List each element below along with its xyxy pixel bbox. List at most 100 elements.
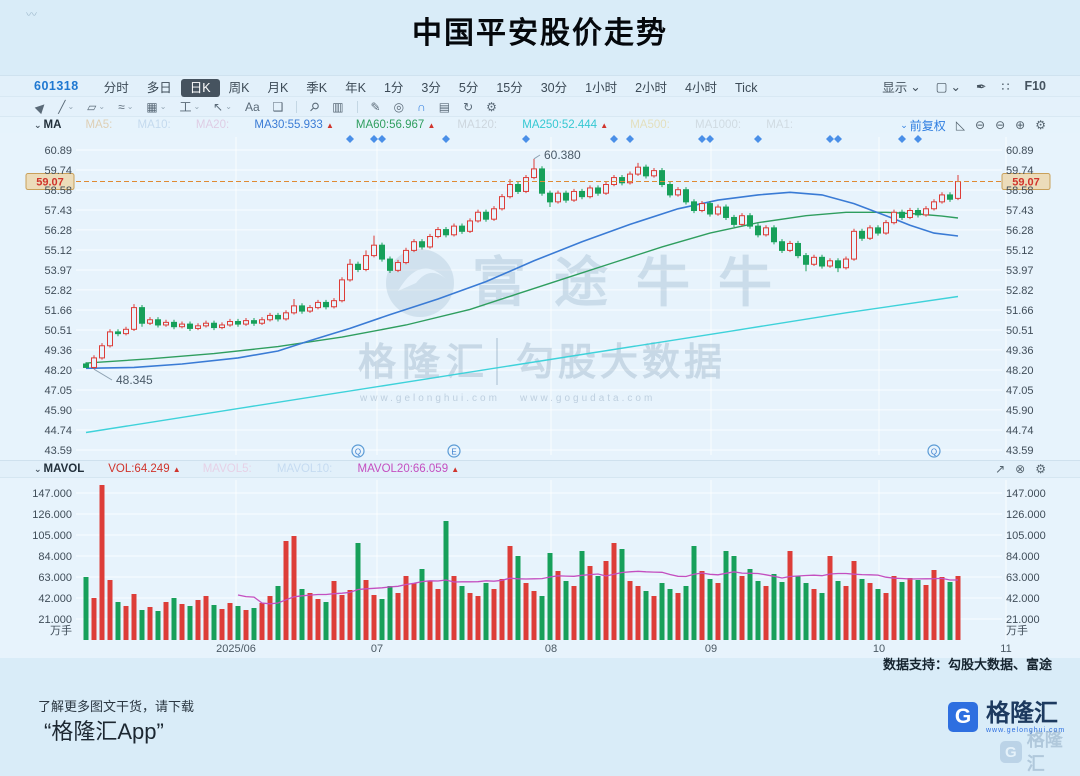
indicator-MA1000[interactable]: MA1000:: [695, 119, 745, 131]
indicator-MAVOL5[interactable]: MAVOL5:: [202, 463, 255, 475]
event-diamond-icon[interactable]: [834, 135, 842, 143]
timeframe-月K[interactable]: 月K: [267, 80, 289, 95]
text-tool-icon[interactable]: Aa: [244, 99, 260, 114]
event-diamond-icon[interactable]: [754, 135, 762, 143]
timeframe-分时[interactable]: 分时: [103, 80, 129, 95]
layout-menu[interactable]: ▢ ⌄: [936, 79, 961, 94]
timeframe-3分[interactable]: 3分: [421, 80, 441, 95]
event-diamond-icon[interactable]: [914, 135, 922, 143]
display-menu[interactable]: 显示 ⌄: [882, 77, 921, 96]
chevron-down-icon: ⌄: [34, 119, 42, 130]
timeframe-30分[interactable]: 30分: [540, 80, 568, 95]
pattern-tool-icon[interactable]: ▦ ⌄: [146, 99, 167, 114]
indicator-MA60[interactable]: MA60:56.967 ▲: [355, 119, 436, 131]
indicator-MAVOL10[interactable]: MAVOL10:: [276, 463, 336, 475]
event-circle-marker[interactable]: E: [447, 444, 461, 458]
event-diamond-icon[interactable]: [626, 135, 634, 143]
zoom-out-icon[interactable]: ⊖: [975, 118, 986, 132]
volume-chart-canvas[interactable]: 147.000 147.000 126.000 126.000 105.000 105.0…: [0, 478, 1080, 658]
timeframe-1小时[interactable]: 1小时: [585, 80, 618, 95]
trash-tool-icon[interactable]: ▤: [438, 99, 451, 114]
indicator-VOL[interactable]: VOL:64.249 ▲: [108, 463, 181, 475]
indicator-MA500[interactable]: MA500:: [630, 119, 674, 131]
adjust-mode-label: 前复权: [909, 118, 946, 133]
event-diamond-icon[interactable]: [826, 135, 834, 143]
event-diamond-icon[interactable]: [698, 135, 706, 143]
timeframe-5分[interactable]: 5分: [458, 80, 479, 95]
event-diamond-icon[interactable]: [346, 135, 354, 143]
timeframe-多日[interactable]: 多日: [146, 80, 172, 95]
stock-symbol[interactable]: 601318: [34, 79, 79, 93]
expand-pane-icon[interactable]: ↗: [995, 462, 1006, 476]
cursor-tool-icon[interactable]: ▶: [32, 98, 49, 115]
page-title: 中国平安股价走势: [412, 17, 668, 50]
mavol-toggle[interactable]: ⌄ MAVOL: [34, 463, 84, 475]
volume-indicator-row: ⌄ MAVOL VOL:64.249 ▲ MAVOL5: MAVOL10: MAV…: [0, 460, 1080, 478]
indicator-MA120[interactable]: MA120:: [457, 119, 501, 131]
indicator-MAVOL20[interactable]: MAVOL20:66.059 ▲: [357, 463, 460, 475]
trendline-tool-icon[interactable]: ╱ ⌄: [58, 99, 75, 114]
channel-tool-icon[interactable]: ▱ ⌄: [87, 99, 106, 114]
svg-text:42.000: 42.000: [1006, 593, 1040, 605]
adjust-mode-menu[interactable]: ⌄ 前复权: [900, 117, 946, 134]
indicator-MA1[interactable]: MA1:: [766, 119, 794, 131]
settings-tool-icon[interactable]: ⚙: [486, 99, 497, 114]
timeframe-1分[interactable]: 1分: [383, 80, 404, 95]
revert-tool-icon[interactable]: ↻: [463, 99, 474, 114]
gelonghui-logo: G 格隆汇 www.gelonghui.com: [948, 702, 1065, 734]
svg-text:53.97: 53.97: [1006, 265, 1034, 277]
window-icon: ▢: [935, 79, 948, 94]
f10-button[interactable]: F10: [1024, 79, 1046, 93]
wave-tool-icon[interactable]: ≈ ⌄: [118, 99, 134, 114]
indicator-MA30[interactable]: MA30:55.933 ▲: [254, 119, 334, 131]
svg-text:48.20: 48.20: [44, 365, 72, 377]
gear-icon[interactable]: ⚙: [1035, 118, 1046, 132]
pencil-tool-icon[interactable]: ✎: [370, 99, 381, 114]
target-tool-icon[interactable]: ◎: [393, 99, 405, 114]
svg-text:50.51: 50.51: [1006, 325, 1034, 337]
stats-tool-icon[interactable]: ▥: [332, 99, 344, 114]
zoom-out-icon[interactable]: ⊖: [995, 118, 1006, 132]
close-pane-icon[interactable]: ⊗: [1015, 462, 1026, 476]
timeframe-Tick[interactable]: Tick: [735, 80, 758, 95]
search-tool-icon[interactable]: ⚲: [306, 98, 323, 115]
timeframe-年K[interactable]: 年K: [345, 80, 366, 95]
arrow-tool-icon[interactable]: ↖ ⌄: [213, 99, 232, 114]
timeframe-2小时[interactable]: 2小时: [635, 80, 668, 95]
magnet-tool-icon[interactable]: ∩: [417, 99, 426, 114]
event-circle-marker[interactable]: Q: [927, 444, 941, 458]
timeframe-4小时[interactable]: 4小时: [685, 80, 717, 95]
indicator-MA5[interactable]: MA5:: [85, 119, 116, 131]
pen-icon[interactable]: ✒: [976, 79, 987, 94]
svg-text:格隆汇: 格隆汇: [358, 342, 490, 384]
event-diamond-icon[interactable]: [898, 135, 906, 143]
comment-tool-icon[interactable]: ❑: [272, 99, 284, 114]
timeframe-季K[interactable]: 季K: [306, 80, 328, 95]
indicator-MA10[interactable]: MA10:: [137, 119, 174, 131]
svg-text:59.74: 59.74: [1006, 165, 1034, 177]
svg-text:富途牛牛: 富途牛牛: [472, 253, 800, 313]
event-diamond-icon[interactable]: [610, 135, 618, 143]
svg-text:59.07: 59.07: [36, 177, 64, 189]
event-diamond-icon[interactable]: [370, 135, 378, 143]
svg-text:43.59: 43.59: [1006, 445, 1034, 457]
zoom-in-icon[interactable]: ⊕: [1015, 118, 1026, 132]
indicator-MA20[interactable]: MA20:: [195, 119, 233, 131]
event-diamond-icon[interactable]: [522, 135, 530, 143]
svg-text:45.90: 45.90: [44, 405, 72, 417]
expand-grid-icon[interactable]: ∷: [1001, 79, 1010, 94]
timeframe-周K[interactable]: 周K: [228, 80, 250, 95]
indicator-MA250[interactable]: MA250:52.444 ▲: [522, 119, 609, 131]
measure-tool-icon[interactable]: 工 ⌄: [179, 100, 201, 114]
event-diamond-icon[interactable]: [378, 135, 386, 143]
ma-toggle[interactable]: ⌄ MA: [34, 119, 61, 131]
scale-icon[interactable]: ◺: [955, 118, 966, 132]
event-diamond-icon[interactable]: [442, 135, 450, 143]
svg-text:52.82: 52.82: [44, 285, 72, 297]
timeframe-日K[interactable]: 日K: [180, 78, 220, 97]
timeframe-15分[interactable]: 15分: [496, 80, 523, 95]
event-diamond-icon[interactable]: [706, 135, 714, 143]
event-circle-marker[interactable]: Q: [351, 444, 365, 458]
gear-icon[interactable]: ⚙: [1035, 462, 1046, 476]
